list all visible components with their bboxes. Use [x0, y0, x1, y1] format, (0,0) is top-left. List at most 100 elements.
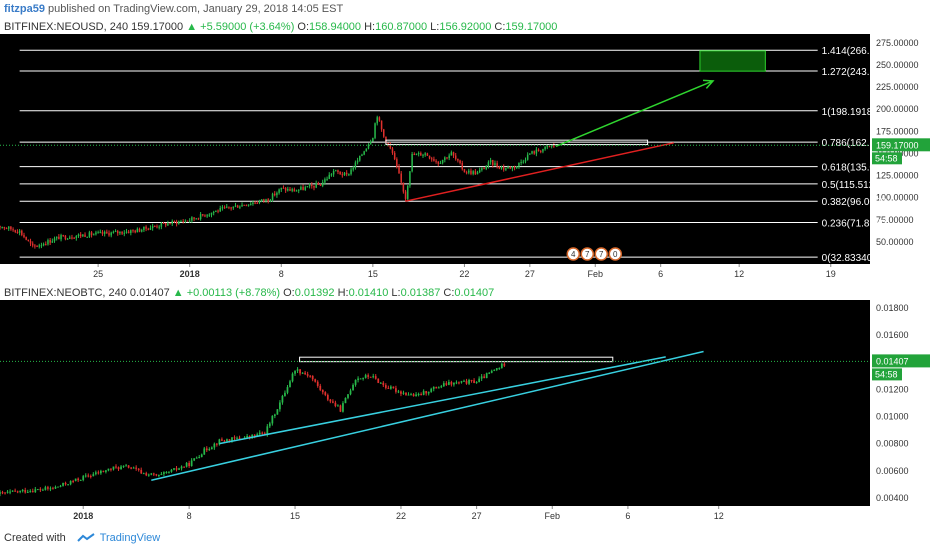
candle-body	[263, 199, 265, 201]
support-trendline	[219, 356, 666, 445]
candle-body	[163, 472, 165, 474]
neobtc-chart[interactable]: BITFINEX:NEOBTC, 240 0.01407 ▲ +0.00113 …	[0, 284, 932, 526]
y-tick-label: 0.00600	[876, 466, 909, 476]
candle-body	[0, 225, 1, 228]
candle-body	[319, 184, 322, 186]
candle-body	[352, 384, 354, 391]
close-label: C:	[494, 21, 505, 33]
candle-body	[9, 491, 11, 493]
candle-body	[149, 228, 152, 230]
candle-body	[446, 157, 448, 159]
open-value: 158.94000	[309, 21, 364, 33]
candle-body	[404, 191, 407, 199]
candle-body	[135, 467, 138, 469]
candle-body	[550, 145, 553, 147]
x-tick-label: 15	[368, 269, 378, 279]
candle-body	[343, 172, 346, 176]
candle-body	[232, 206, 235, 209]
candle-body	[314, 379, 317, 382]
candle-body	[5, 228, 8, 230]
x-tick-label: 6	[625, 511, 630, 521]
candle-body	[273, 193, 276, 196]
candle-body	[105, 470, 107, 472]
symbol-line: BITFINEX:NEOBTC, 240 0.01407 ▲ +0.00113 …	[4, 287, 494, 299]
candle-body	[483, 376, 486, 378]
neousd-chart[interactable]: BITFINEX:NEOUSD, 240 159.17000 ▲ +5.5900…	[0, 18, 932, 284]
candle-body	[500, 167, 503, 169]
candle-body	[79, 234, 82, 237]
support-trendline	[405, 142, 674, 202]
candle-body	[82, 234, 84, 237]
candle-body	[18, 230, 21, 233]
candle-body	[23, 234, 25, 238]
candle-body	[49, 488, 52, 490]
candle-body	[430, 158, 433, 160]
candle-body	[406, 185, 409, 199]
candle-body	[136, 228, 139, 233]
candle-body	[94, 472, 97, 475]
candle-body	[357, 378, 359, 380]
candle-body	[59, 485, 62, 487]
candle-body	[138, 228, 141, 232]
candle-body	[228, 439, 231, 442]
publish-info: published on TradingView.com, January 29…	[48, 3, 344, 15]
candle-body	[281, 395, 284, 403]
candle-body	[115, 466, 117, 468]
candle-body	[304, 187, 307, 190]
candle-body	[437, 387, 440, 389]
candle-body	[57, 486, 59, 488]
candle-body	[147, 474, 150, 476]
close-value: 159.17000	[505, 21, 557, 33]
candle-body	[309, 375, 312, 377]
low-value: 0.01387	[401, 287, 444, 299]
candle-body	[384, 385, 387, 388]
author-link[interactable]: fitzpa59	[4, 3, 45, 15]
candle-body	[233, 437, 236, 439]
candle-body	[513, 166, 516, 168]
candle-body	[372, 376, 375, 378]
candle-body	[294, 370, 296, 374]
candle-body	[183, 466, 185, 468]
candle-body	[344, 397, 347, 404]
fib-level-label: 0.236(71.8579	[822, 219, 887, 230]
candle-body	[31, 243, 34, 246]
created-with-text: Created with	[4, 532, 66, 544]
candle-body	[433, 159, 435, 161]
candle-body	[389, 386, 392, 389]
candle-body	[170, 469, 173, 472]
candle-body	[21, 230, 23, 235]
candle-body	[116, 231, 119, 234]
candle-body	[217, 210, 219, 212]
candle-body	[231, 437, 233, 442]
candle-body	[387, 143, 389, 145]
candle-body	[42, 244, 45, 246]
x-tick-label: 15	[290, 511, 300, 521]
candle-body	[400, 173, 402, 183]
candle-body	[147, 228, 150, 230]
y-tick-label: 250.00000	[876, 60, 919, 70]
x-tick-label: 12	[734, 269, 744, 279]
candle-body	[391, 148, 394, 153]
candle-body	[34, 245, 36, 247]
candle-body	[537, 149, 540, 152]
fib-level-label: 0(32.83340)	[822, 253, 876, 264]
up-arrow-icon: ▲	[186, 21, 200, 33]
candle-body	[321, 389, 324, 393]
candle-body	[182, 221, 184, 223]
candle-body	[356, 160, 359, 163]
y-tick-label: 0.01000	[876, 412, 909, 422]
tradingview-brand[interactable]: TradingView	[99, 532, 161, 544]
tradingview-logo-icon	[77, 533, 95, 542]
candle-body	[324, 392, 327, 395]
candle-body	[99, 470, 102, 474]
candle-body	[79, 479, 82, 481]
candle-body	[430, 388, 433, 392]
candle-body	[169, 223, 171, 225]
candle-body	[24, 490, 27, 493]
candle-body	[248, 436, 251, 438]
event-marker-label: 0	[613, 250, 618, 259]
candle-body	[82, 476, 85, 480]
symbol-name: BITFINEX:NEOUSD, 240	[4, 21, 131, 33]
candle-body	[425, 391, 428, 394]
y-tick-label: 225.00000	[876, 82, 919, 92]
